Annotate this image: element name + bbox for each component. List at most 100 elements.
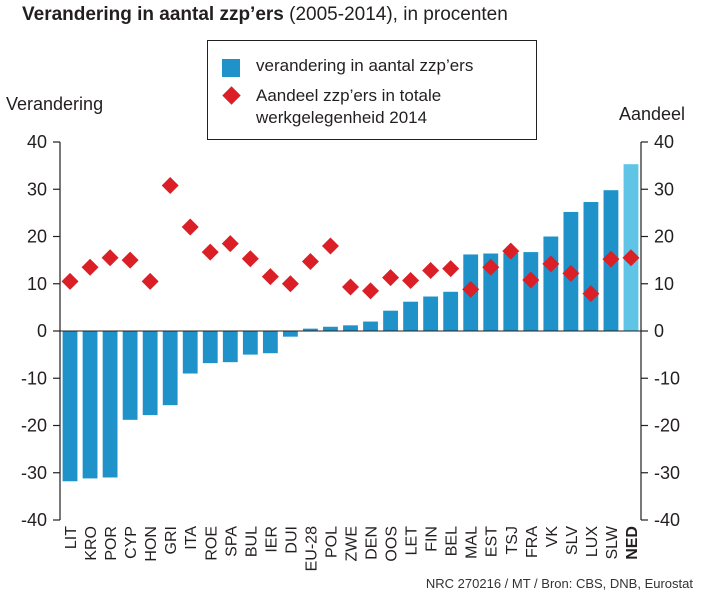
x-tick-label: SLV xyxy=(564,526,581,555)
y-tick-label-left: -40 xyxy=(21,510,47,530)
source-note: NRC 270216 / MT / Bron: CBS, DNB, Eurost… xyxy=(425,576,693,591)
legend-label-bars: verandering in aantal zzp’ers xyxy=(256,56,474,75)
diamond-marker xyxy=(602,250,620,268)
bar xyxy=(483,253,499,331)
legend-bar-swatch xyxy=(222,59,240,77)
x-tick-label: NED xyxy=(624,526,641,560)
y-tick-label-left: 40 xyxy=(27,132,47,152)
diamond-marker xyxy=(382,269,400,287)
diamond-marker xyxy=(181,218,199,236)
diamond-marker xyxy=(462,280,480,298)
diamond-marker xyxy=(141,272,159,290)
x-tick-label: DUI xyxy=(283,526,300,554)
diamond-marker xyxy=(342,278,359,296)
x-tick-label: FIN xyxy=(424,526,441,552)
diamond-marker xyxy=(81,258,99,276)
y-tick-label-left: -10 xyxy=(21,368,47,388)
bar xyxy=(583,202,599,331)
bar xyxy=(62,331,78,482)
bar xyxy=(303,328,318,331)
chart-title: Verandering in aantal zzp’ers (2005-2014… xyxy=(22,4,508,26)
diamond-marker xyxy=(221,235,239,253)
y-tick-label-right: 10 xyxy=(654,274,674,294)
x-tick-label: KRO xyxy=(83,526,100,561)
y-tick-label-right: -30 xyxy=(654,463,680,483)
diamond-marker xyxy=(321,237,339,255)
y-axis-right-title: Aandeel xyxy=(618,104,685,124)
diamond-marker xyxy=(442,260,460,278)
y-tick-label-left: 0 xyxy=(37,321,47,341)
y-tick-label-left: 20 xyxy=(27,227,47,247)
x-tick-label: DEN xyxy=(364,526,381,560)
x-tick-label: VK xyxy=(544,526,561,548)
x-tick-label: TSJ xyxy=(504,526,521,554)
x-tick-label: ITA xyxy=(183,526,200,550)
bar xyxy=(282,331,298,337)
bar xyxy=(182,331,198,374)
bar xyxy=(242,331,258,355)
x-tick-label: GRI xyxy=(163,526,180,554)
bar xyxy=(623,164,639,331)
y-tick-label-right: 0 xyxy=(654,321,664,341)
diamond-marker xyxy=(101,249,119,267)
bar xyxy=(82,331,98,479)
bar xyxy=(262,331,278,354)
legend: verandering in aantal zzp’ers Aandeel zz… xyxy=(207,40,537,140)
x-tick-label: POL xyxy=(323,526,340,558)
bar xyxy=(403,301,419,331)
diamond-marker xyxy=(281,275,299,293)
bar xyxy=(363,321,378,331)
y-tick-label-right: -40 xyxy=(654,510,680,530)
legend-label-markers: Aandeel zzp’ers in totale werkgelegenhei… xyxy=(256,86,442,127)
x-tick-label: LIT xyxy=(63,526,80,549)
bar xyxy=(202,331,218,364)
diamond-marker xyxy=(422,262,440,280)
bar xyxy=(142,331,158,416)
x-tick-label: HON xyxy=(143,526,160,562)
bar xyxy=(162,331,178,406)
diamond-marker xyxy=(522,271,540,289)
x-tick-label: ROE xyxy=(203,526,220,561)
x-tick-label: LUX xyxy=(584,526,601,557)
diamond-marker xyxy=(161,176,179,194)
diamond-marker xyxy=(301,253,319,271)
diamond-marker xyxy=(482,258,500,276)
bar xyxy=(423,296,439,331)
diamond-marker xyxy=(362,282,380,300)
chart-title-bold: Verandering in aantal zzp’ers xyxy=(22,4,284,25)
y-tick-label-right: 30 xyxy=(654,179,674,199)
x-tick-label: CYP xyxy=(123,526,140,559)
diamond-marker xyxy=(241,250,259,268)
bar xyxy=(102,331,118,478)
legend-diamond-marker xyxy=(222,86,241,105)
x-tick-label: LET xyxy=(404,526,421,556)
bar xyxy=(122,331,138,420)
y-tick-label-left: -20 xyxy=(21,416,47,436)
bar xyxy=(343,325,358,331)
x-tick-label: SLW xyxy=(604,525,621,559)
x-tick-label: POR xyxy=(103,526,120,561)
diamond-marker xyxy=(201,243,219,261)
x-tick-label: SPA xyxy=(223,526,240,557)
x-tick-label: BUL xyxy=(243,526,260,557)
x-tick-label: MAL xyxy=(464,526,481,559)
bar xyxy=(543,236,559,331)
x-tick-label: EU-28 xyxy=(303,526,320,571)
diamond-marker xyxy=(582,285,600,303)
bar xyxy=(323,326,338,331)
bar xyxy=(503,253,519,331)
y-axis-left-title: Verandering xyxy=(6,94,104,114)
diamond-marker xyxy=(622,249,640,267)
diamond-marker xyxy=(402,271,420,289)
diamond-marker xyxy=(502,242,520,260)
y-tick-label-right: 20 xyxy=(654,227,674,247)
y-tick-label-left: 30 xyxy=(27,179,47,199)
diamond-marker xyxy=(61,272,79,290)
bar xyxy=(523,252,539,331)
bar xyxy=(443,291,459,331)
bar xyxy=(222,331,238,363)
y-tick-label-right: -20 xyxy=(654,416,680,436)
bar xyxy=(383,310,398,331)
x-tick-label: OOS xyxy=(384,526,401,562)
